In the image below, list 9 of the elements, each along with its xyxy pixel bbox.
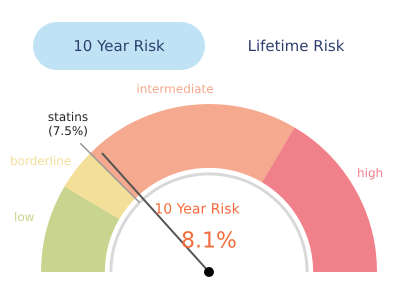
text: Lifetime Risk <box>246 36 346 57</box>
slice-label: borderline <box>10 154 72 168</box>
text: statins (7.5%) <box>48 110 88 138</box>
slice-label: intermediate <box>136 82 214 96</box>
slice-label: high <box>357 166 384 180</box>
text: 10 Year Risk <box>33 22 205 70</box>
text: 8.1% <box>181 228 237 254</box>
text: 10 Year Risk <box>154 202 241 218</box>
slice-label: low <box>14 210 35 224</box>
